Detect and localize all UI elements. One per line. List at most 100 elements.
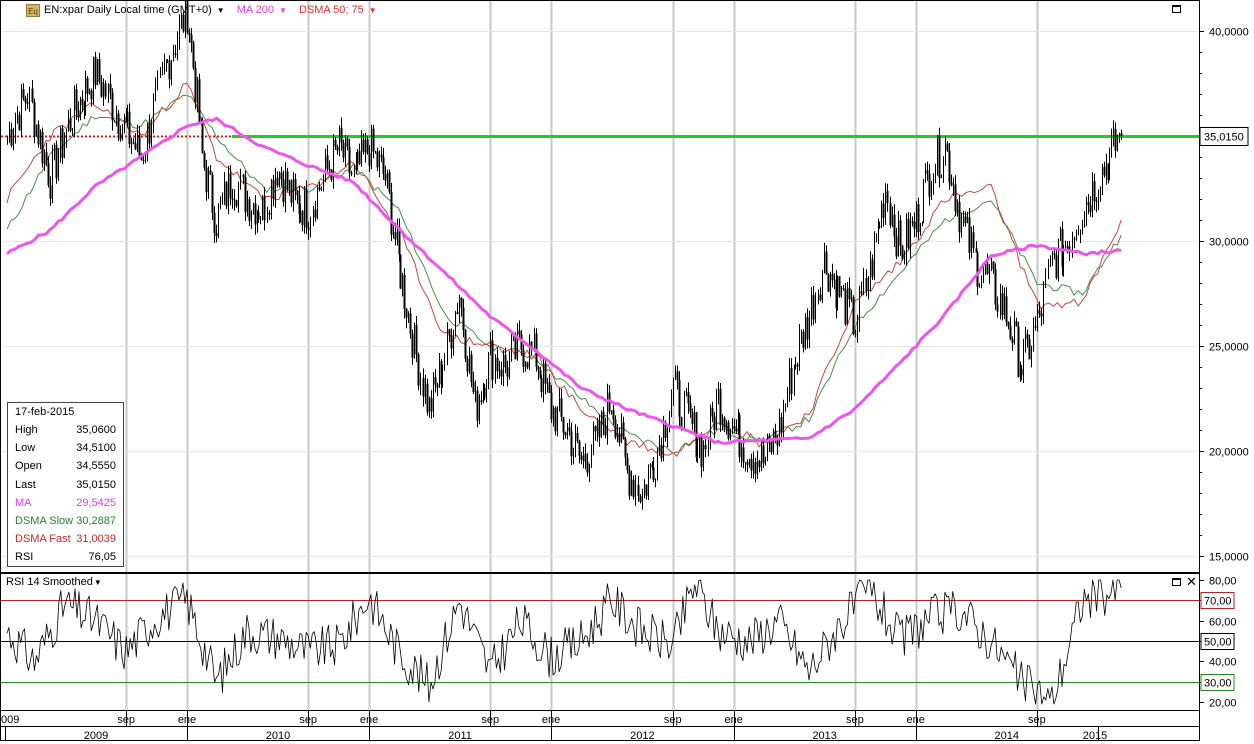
candle-body bbox=[286, 171, 289, 190]
candle-body bbox=[812, 295, 815, 320]
rsi-dropdown-icon[interactable]: ▼ bbox=[93, 578, 102, 587]
candle-body bbox=[626, 457, 629, 471]
candle-body bbox=[470, 354, 473, 383]
instrument-dropdown-icon[interactable]: ▼ bbox=[216, 5, 225, 15]
candle-body bbox=[280, 172, 283, 180]
candle-body bbox=[548, 382, 551, 393]
candle-body bbox=[560, 398, 563, 418]
maximize-rsi-pane-icon[interactable] bbox=[1172, 578, 1181, 586]
candle-body bbox=[506, 367, 509, 377]
candle-body bbox=[140, 155, 143, 160]
candle-body bbox=[104, 83, 107, 97]
x-year-label: 2009 bbox=[84, 730, 108, 741]
ma-dropdown-icon[interactable]: ▼ bbox=[279, 5, 287, 15]
candle-body bbox=[109, 83, 112, 93]
candle-body bbox=[1087, 202, 1090, 206]
candle-body bbox=[865, 278, 868, 292]
candle-body bbox=[460, 298, 463, 308]
candle-body bbox=[282, 179, 285, 202]
candle-body bbox=[889, 203, 892, 226]
candle-body bbox=[727, 422, 730, 439]
candle-body bbox=[733, 426, 736, 429]
candle-body bbox=[372, 128, 375, 152]
candle-body bbox=[602, 411, 605, 426]
rsi-line bbox=[6, 579, 1122, 705]
candle-body bbox=[229, 173, 232, 199]
candle-body bbox=[37, 124, 40, 145]
candle-body bbox=[831, 274, 834, 281]
candle-body bbox=[376, 151, 379, 168]
candle-body bbox=[1107, 163, 1110, 180]
candle-body bbox=[483, 387, 486, 398]
candle-body bbox=[132, 142, 135, 144]
info-label: MA bbox=[15, 496, 32, 509]
candle-body bbox=[1103, 166, 1106, 176]
candle-body bbox=[624, 439, 627, 458]
equity-icon[interactable]: Eq bbox=[26, 3, 40, 17]
candle-body bbox=[496, 357, 499, 372]
candle-body bbox=[348, 146, 351, 173]
rsi-tick-label: 60,00 bbox=[1209, 617, 1237, 629]
candle-body bbox=[440, 360, 443, 385]
candle-body bbox=[882, 203, 885, 218]
candle-body bbox=[938, 135, 941, 178]
rsi-indicator-label[interactable]: RSI 14 Smoothed bbox=[6, 576, 93, 588]
candle-body bbox=[18, 114, 21, 131]
candle-body bbox=[1040, 313, 1043, 317]
candle-body bbox=[539, 369, 542, 378]
candle-body bbox=[637, 484, 640, 496]
candle-body bbox=[746, 462, 749, 465]
candle-body bbox=[750, 458, 753, 471]
dsma-fast-line bbox=[6, 83, 1122, 457]
candle-body bbox=[948, 150, 951, 183]
candle-body bbox=[1073, 238, 1076, 240]
x-month-label: ene bbox=[542, 714, 560, 726]
candle-body bbox=[660, 445, 663, 459]
candle-body bbox=[1020, 368, 1023, 376]
x-month-label: ene bbox=[725, 714, 743, 726]
info-label: High bbox=[15, 424, 38, 436]
candle-body bbox=[456, 312, 459, 314]
info-value: 31,0039 bbox=[76, 533, 116, 546]
dsma-indicator-label[interactable]: DSMA 50; 75 bbox=[298, 4, 364, 16]
candle-body bbox=[1034, 326, 1037, 328]
candle-body bbox=[198, 79, 201, 123]
candle-body bbox=[45, 152, 48, 164]
candle-body bbox=[790, 368, 793, 395]
candle-body bbox=[719, 388, 722, 425]
candle-body bbox=[1089, 205, 1092, 212]
candle-body bbox=[946, 143, 949, 151]
candle-body bbox=[296, 190, 299, 196]
info-row-open: Open 34,5550 bbox=[8, 457, 123, 475]
candle-body bbox=[860, 291, 863, 294]
instrument-label[interactable]: EN:xpar Daily Local time (GMT+0) bbox=[44, 4, 212, 16]
rsi-tick-label: 80,00 bbox=[1209, 576, 1237, 588]
candle-body bbox=[878, 226, 881, 228]
candle-body bbox=[188, 32, 191, 35]
rsi-level-box bbox=[1200, 674, 1235, 691]
candle-body bbox=[871, 259, 874, 278]
candle-body bbox=[41, 131, 44, 164]
candle-body bbox=[388, 172, 391, 192]
candle-body bbox=[550, 392, 553, 420]
candle-body bbox=[723, 418, 726, 428]
candle-body bbox=[233, 199, 236, 201]
dsma-dropdown-icon[interactable]: ▼ bbox=[368, 5, 377, 15]
candle-body bbox=[992, 261, 995, 270]
info-row-rsi: RSI 76,05 bbox=[8, 548, 123, 566]
info-row-last: Last 35,0150 bbox=[8, 476, 123, 494]
candle-body bbox=[254, 203, 257, 225]
ma-indicator-label[interactable]: MA 200 bbox=[236, 4, 275, 16]
x-month-label: sep bbox=[481, 714, 499, 726]
close-rsi-pane-icon[interactable]: ✕ bbox=[1186, 574, 1197, 589]
candle-body bbox=[26, 102, 29, 104]
candle-body bbox=[893, 214, 896, 237]
candle-body bbox=[632, 479, 635, 497]
candle-body bbox=[774, 430, 777, 440]
info-value: 76,05 bbox=[88, 551, 116, 564]
candle-body bbox=[537, 366, 540, 370]
candle-body bbox=[544, 363, 547, 384]
candle-body bbox=[117, 113, 120, 134]
price-candles bbox=[7, 0, 1123, 510]
maximize-price-pane-icon[interactable] bbox=[1172, 5, 1181, 13]
